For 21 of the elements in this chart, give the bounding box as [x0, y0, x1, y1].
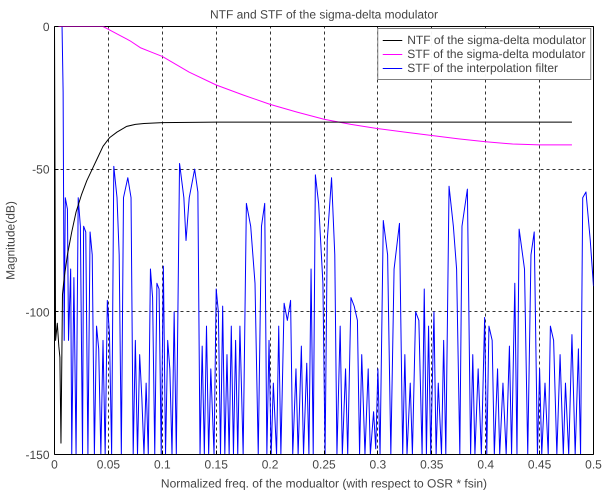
x-tick-label: 0.5	[585, 458, 602, 472]
x-tick-label: 0.3	[370, 458, 387, 472]
x-tick-label: 0.4	[477, 458, 494, 472]
x-tick-label: 0.2	[262, 458, 279, 472]
legend-label: STF of the interpolation filter	[407, 61, 558, 75]
x-axis-title: Normalized freq. of the modualtor (with respect to OSR * fsin)	[160, 476, 488, 490]
x-tick-label: 0.15	[204, 458, 228, 472]
x-tick-label: 0.25	[312, 458, 336, 472]
legend-label: STF of the sigma-delta modulator	[407, 47, 586, 61]
x-tick-label: 0.45	[528, 458, 552, 472]
chart-title: NTF and STF of the sigma-delta modulator	[210, 8, 438, 22]
legend-label: NTF of the sigma-delta modulator	[407, 33, 586, 47]
y-tick-label: -50	[32, 162, 50, 177]
x-tick-label: 0.05	[96, 458, 120, 472]
x-tick-label: 0.35	[420, 458, 444, 472]
y-axis-title: Magnitude(dB)	[3, 201, 18, 280]
y-tick-label: -100	[25, 305, 50, 320]
x-tick-label: 0	[51, 458, 58, 472]
y-tick-label: 0	[42, 20, 50, 34]
x-tick-label: 0.1	[154, 458, 171, 472]
y-tick-label: -150	[25, 448, 50, 462]
